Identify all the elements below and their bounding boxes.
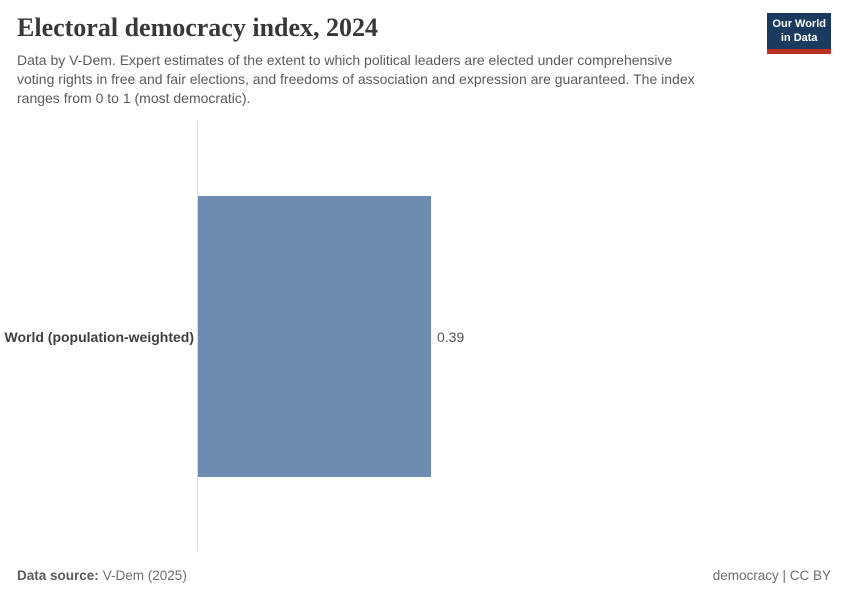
y-axis-line — [197, 121, 198, 551]
chart-title: Electoral democracy index, 2024 — [17, 13, 379, 42]
footer-credit: democracy | CC BY — [713, 566, 831, 586]
chart-subtitle: Data by V-Dem. Expert estimates of the e… — [17, 51, 695, 108]
data-source: Data source: V-Dem (2025) — [17, 566, 187, 586]
footer-link-democracy[interactable]: democracy — [712, 568, 779, 583]
bar-world[interactable] — [198, 196, 431, 477]
owid-logo-line2: in Data — [780, 31, 818, 44]
bar-row: 0.39 — [198, 196, 464, 477]
value-label: 0.39 — [437, 328, 465, 345]
footer-separator: | — [778, 568, 790, 583]
owid-logo[interactable]: Our World in Data — [767, 13, 831, 54]
chart-subtitle-line: ranges from 0 to 1 (most democratic). — [17, 90, 251, 106]
owid-logo-line1: Our World — [772, 18, 826, 30]
footer-license-link[interactable]: CC BY — [789, 568, 831, 583]
entity-label: World (population-weighted) — [4, 328, 195, 345]
chart-subtitle-line: Data by V-Dem. Expert estimates of the e… — [17, 52, 673, 68]
data-source-value: V-Dem (2025) — [102, 568, 187, 583]
chart-footer: Data source: V-Dem (2025) democracy | CC … — [17, 566, 831, 586]
data-source-label: Data source: — [17, 568, 99, 583]
chart-subtitle-line: voting rights in free and fair elections… — [17, 71, 695, 87]
